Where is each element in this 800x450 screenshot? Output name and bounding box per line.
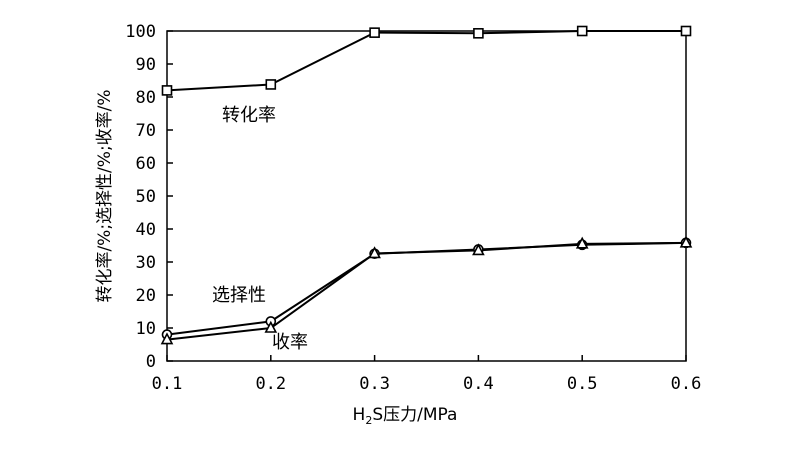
- y-tick-label-6: 60: [136, 154, 156, 174]
- marker-square-0-5: [680, 25, 692, 37]
- y-tick-label-5: 50: [136, 187, 156, 207]
- marker-triangle-2-1: [264, 320, 278, 333]
- marker-triangle-2-4: [575, 236, 589, 249]
- annotation-selectivity: 选择性: [212, 285, 266, 306]
- series-line-2: [166, 241, 687, 341]
- plot-frame: [166, 30, 687, 362]
- annotation-conversion: 转化率: [222, 105, 276, 126]
- marker-square-0-0: [161, 85, 173, 96]
- markers: [160, 25, 693, 345]
- marker-square-0-3: [473, 28, 484, 39]
- marker-triangle-2-2: [368, 246, 381, 259]
- x-tick-label-2: 0.3: [359, 374, 390, 394]
- x-tick-label-0: 0.1: [152, 374, 183, 394]
- y-axis-title: 转化率/%;选择性/%;收率/%: [95, 89, 115, 302]
- y-tick-label-3: 30: [136, 253, 156, 273]
- y-tick-label-2: 20: [136, 286, 156, 306]
- marker-square-0-1: [265, 79, 277, 90]
- annotation-yield: 收率: [272, 332, 308, 353]
- y-tick-label-4: 40: [136, 220, 156, 240]
- y-tick-label-7: 70: [136, 121, 156, 141]
- y-tick-label-0: 0: [146, 352, 156, 372]
- plot-border: [166, 30, 687, 362]
- x-axis-title: H2S压力/MPa: [353, 405, 458, 427]
- y-tick-label-8: 80: [136, 88, 156, 108]
- y-tick-label-1: 10: [136, 319, 156, 339]
- series-lines: [166, 30, 687, 341]
- x-tick-label-1: 0.2: [255, 374, 286, 394]
- marker-square-0-2: [369, 27, 380, 38]
- marker-square-0-4: [576, 25, 588, 37]
- ticks: 0 10 20 30 40 50 60 70 80 90 100 0.1 0.2 0.3 0.4 0.5 0.6: [125, 22, 701, 394]
- x-tick-label-5: 0.6: [671, 374, 702, 394]
- y-tick-label-10: 100: [125, 22, 156, 42]
- x-tick-label-3: 0.4: [463, 374, 494, 394]
- marker-triangle-2-0: [160, 332, 174, 345]
- y-tick-label-9: 90: [136, 55, 156, 75]
- x-tick-label-4: 0.5: [567, 374, 598, 394]
- marker-triangle-2-5: [679, 235, 693, 248]
- series-line-0: [166, 30, 686, 92]
- marker-triangle-2-3: [472, 243, 485, 256]
